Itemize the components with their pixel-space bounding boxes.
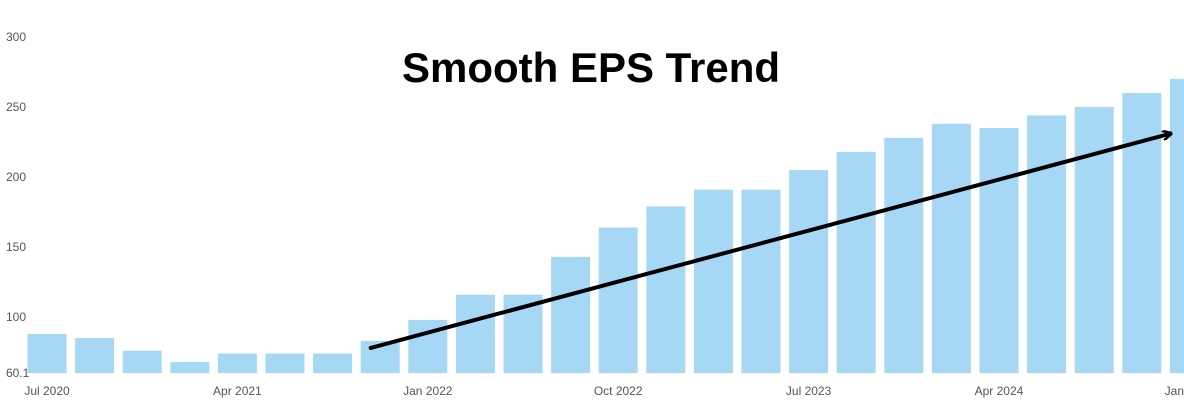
y-tick-label: 300 [6, 30, 26, 44]
bar [455, 294, 495, 373]
y-tick-label: 200 [6, 170, 26, 184]
bar [789, 170, 829, 373]
x-tick-label: Jul 2023 [786, 384, 832, 398]
bar [646, 206, 686, 373]
bar [313, 353, 353, 373]
bar [170, 361, 210, 373]
bar [265, 353, 305, 373]
bar [979, 128, 1019, 373]
bar-series [27, 79, 1184, 374]
x-tick-label: Jan 2025 [1165, 384, 1184, 398]
bar [1122, 93, 1162, 373]
y-tick-label: 150 [6, 240, 26, 254]
bar [1027, 115, 1067, 373]
bar [598, 227, 638, 373]
y-tick-label: 100 [6, 310, 26, 324]
x-tick-label: Jan 2022 [403, 384, 453, 398]
x-tick-label: Oct 2022 [594, 384, 643, 398]
bar [1074, 107, 1114, 374]
y-tick-label: 250 [6, 100, 26, 114]
bar [27, 333, 67, 373]
bar [836, 151, 876, 373]
bar [931, 123, 971, 373]
bar [693, 189, 733, 373]
x-axis-tick-labels: Jul 2020 Apr 2021 Jan 2022 Oct 2022 Jul 2023… [24, 384, 1184, 398]
bar [741, 189, 781, 373]
bar [75, 338, 115, 373]
bar [217, 353, 257, 373]
chart-title: Smooth EPS Trend [402, 44, 780, 91]
x-tick-label: Apr 2021 [213, 384, 262, 398]
bar [122, 350, 162, 373]
x-tick-label: Apr 2024 [975, 384, 1024, 398]
bar [1169, 79, 1184, 373]
trend-arrow [368, 134, 1171, 350]
bar [884, 137, 924, 373]
bar [551, 256, 591, 373]
x-tick-label: Jul 2020 [24, 384, 70, 398]
y-axis-tick-labels: 60.1 100 150 200 250 300 [6, 30, 30, 380]
y-tick-label: 60.1 [6, 366, 30, 380]
